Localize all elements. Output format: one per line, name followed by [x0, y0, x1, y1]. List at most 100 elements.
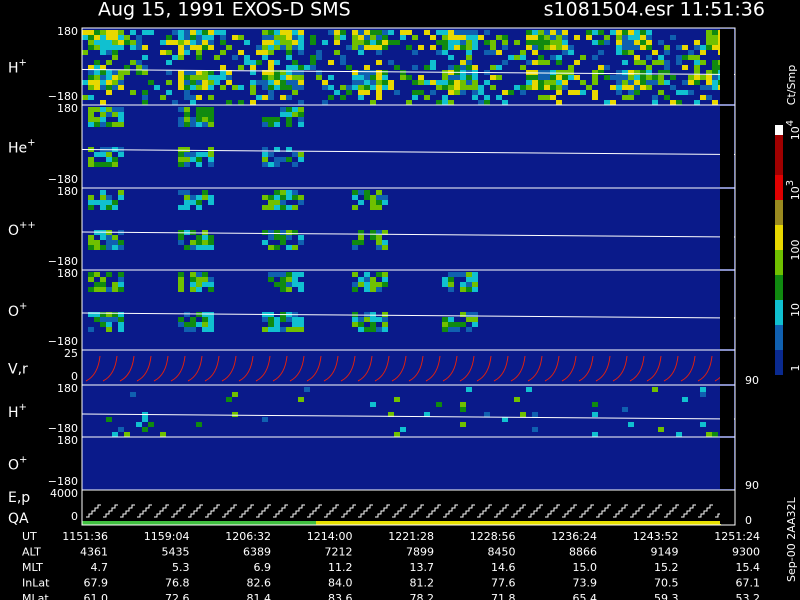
spectrogram-cell: [178, 107, 184, 112]
spectrogram-cell: [712, 75, 718, 80]
velocity-trace: [374, 355, 390, 382]
spectrogram-cell: [268, 50, 274, 55]
spectrogram-cell: [274, 230, 280, 235]
table-cell: 15.2: [654, 561, 679, 574]
file-time: s1081504.esr 11:51:36: [544, 0, 765, 21]
spectrogram-cell: [358, 235, 364, 240]
spectrogram-cell: [388, 40, 394, 45]
spectrogram-cell: [556, 85, 562, 90]
spectrogram-cell: [196, 117, 202, 122]
spectrogram-cell: [100, 162, 106, 167]
spectrogram-cell: [538, 70, 544, 75]
spectrogram-cell: [442, 40, 448, 45]
spectrogram-cell: [94, 30, 100, 35]
spectrogram-cell: [124, 65, 130, 70]
spectrogram-cell: [196, 240, 202, 245]
spectrogram-cell: [370, 30, 376, 35]
spectrogram-cell: [100, 70, 106, 75]
spectrogram-cell: [274, 317, 280, 322]
energy-steps: [171, 504, 186, 518]
spectrogram-cell: [472, 282, 478, 287]
panel-label-base: E,p: [8, 490, 30, 506]
panel-label: V,r: [8, 362, 28, 378]
spectrogram-cell: [106, 245, 112, 250]
panel-label-sup: +: [19, 58, 27, 69]
colorbar-tick-sup: 4: [785, 120, 796, 126]
spectrogram-cell: [196, 200, 202, 205]
axis-bottom-label: 0: [71, 510, 78, 523]
spectrogram-cell: [622, 85, 628, 90]
panel-bg: [82, 490, 735, 525]
spectrogram-cell: [448, 75, 454, 80]
spectrogram-cell: [376, 45, 382, 50]
spectrogram-cell: [178, 322, 184, 327]
spectrogram-cell: [370, 287, 376, 292]
spectrogram-cell: [202, 282, 208, 287]
spectrogram-cell: [94, 35, 100, 40]
spectrogram-cell: [400, 30, 406, 35]
spectrogram-cell: [190, 85, 196, 90]
spectrogram-cell: [292, 245, 298, 250]
spectrogram-cell: [352, 287, 358, 292]
table-cell: 77.6: [491, 577, 516, 590]
spectrogram-cell: [268, 85, 274, 90]
spectrogram-cell: [184, 70, 190, 75]
axis-bottom-label: −180: [48, 90, 78, 103]
spectrogram-cell: [376, 317, 382, 322]
energy-steps: [205, 504, 220, 518]
spectrogram-cell: [460, 402, 466, 407]
row-label: MLT: [22, 561, 43, 574]
spectrogram-cell: [448, 80, 454, 85]
spectrogram-cell: [118, 70, 124, 75]
spectrogram-cell: [292, 30, 298, 35]
spectrogram-cell: [484, 95, 490, 100]
spectrogram-cell: [100, 287, 106, 292]
spectrogram-cell: [628, 70, 634, 75]
spectrogram-cell: [460, 85, 466, 90]
spectrogram-cell: [574, 75, 580, 80]
spectrogram-cell: [574, 35, 580, 40]
spectrogram-cell: [100, 282, 106, 287]
spectrogram-cell: [148, 422, 154, 427]
spectrogram-cell: [658, 55, 664, 60]
energy-steps: [137, 504, 152, 518]
spectrogram-cell: [694, 40, 700, 45]
spectrogram-cell: [694, 75, 700, 80]
spectrogram-cell: [292, 112, 298, 117]
spectrogram-cell: [100, 65, 106, 70]
spectrogram-cell: [346, 85, 352, 90]
spectrogram-cell: [166, 90, 172, 95]
spectrogram-cell: [460, 60, 466, 65]
spectrogram-cell: [190, 45, 196, 50]
spectrogram-cell: [502, 45, 508, 50]
spectrogram-cell: [106, 195, 112, 200]
spectrogram-cell: [616, 70, 622, 75]
spectrogram-cell: [466, 277, 472, 282]
spectrogram-cell: [298, 240, 304, 245]
spectrogram-cell: [202, 117, 208, 122]
spectrogram-cell: [196, 157, 202, 162]
spectrogram-cell: [202, 85, 208, 90]
spectrogram-cell: [262, 85, 268, 90]
spectrogram-cell: [166, 35, 172, 40]
spectrogram-cell: [706, 95, 712, 100]
spectrogram-cell: [106, 122, 112, 127]
spectrogram-cell: [262, 157, 268, 162]
spectrogram-cell: [274, 85, 280, 90]
spectrogram-cell: [280, 45, 286, 50]
version: Sep-00 2AA32L: [785, 496, 798, 582]
spectrogram-cell: [604, 35, 610, 40]
spectrogram-cell: [196, 235, 202, 240]
spectrogram-cell: [496, 50, 502, 55]
spectrogram-cell: [526, 85, 532, 90]
spectrogram-cell: [454, 65, 460, 70]
spectrogram-cell: [658, 60, 664, 65]
spectrogram-cell: [196, 277, 202, 282]
spectrogram-cell: [436, 402, 442, 407]
axis-bottom-label: −180: [48, 335, 78, 348]
spectrogram-cell: [556, 35, 562, 40]
spectrogram-cell: [88, 205, 94, 210]
spectrogram-cell: [82, 35, 88, 40]
spectrogram-cell: [106, 287, 112, 292]
spectrogram-cell: [256, 80, 262, 85]
